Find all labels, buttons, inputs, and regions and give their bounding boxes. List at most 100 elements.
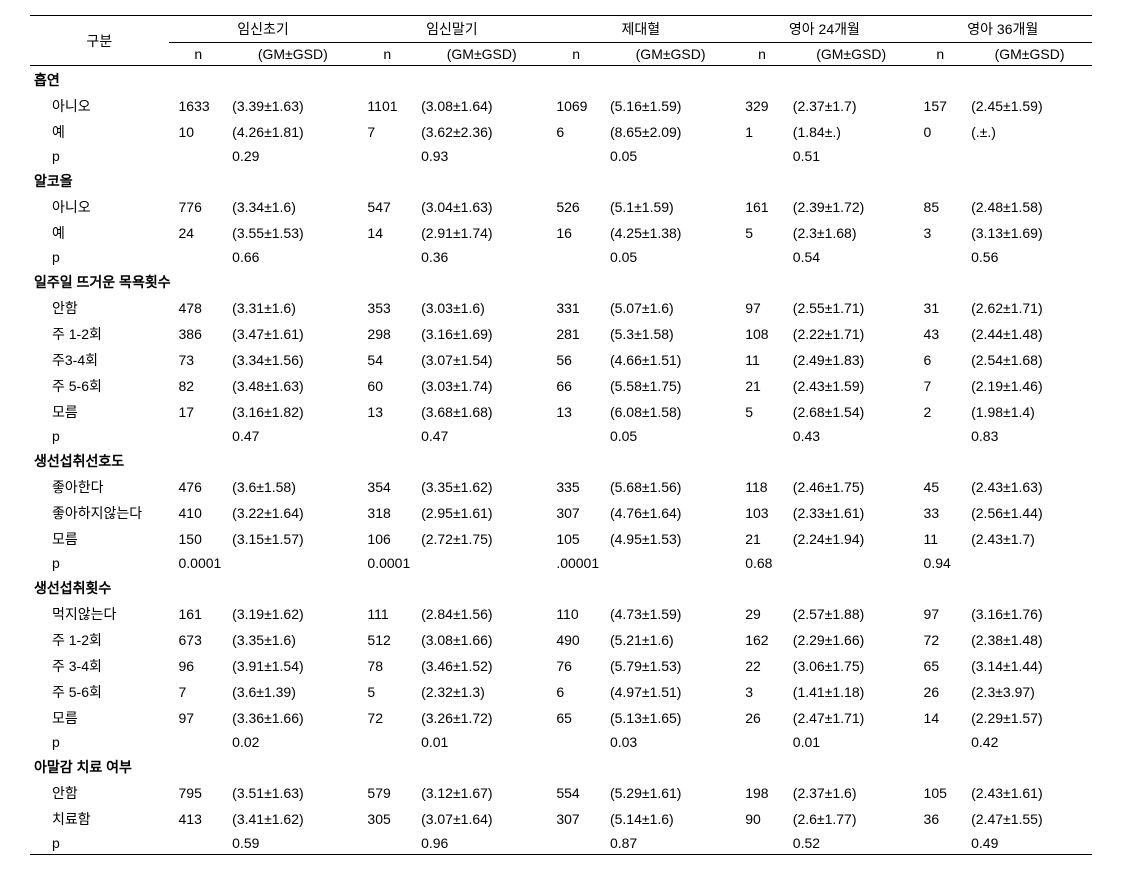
p-value: 0.0001 xyxy=(357,552,417,574)
gm-value: (2.55±1.71) xyxy=(789,295,914,321)
section-header-row: 생선섭취횟수 xyxy=(30,574,1092,601)
gm-value: (2.57±1.88) xyxy=(789,601,914,627)
section-header-row: 생선섭취선호도 xyxy=(30,447,1092,474)
n-value: 161 xyxy=(735,194,789,220)
row-label: 예 xyxy=(30,119,169,145)
empty-cell xyxy=(914,246,968,268)
n-value: 512 xyxy=(357,627,417,653)
row-label: 안함 xyxy=(30,295,169,321)
gm-value: (3.19±1.62) xyxy=(228,601,357,627)
gm-value: (3.08±1.64) xyxy=(417,93,546,119)
n-value: 478 xyxy=(169,295,229,321)
n-value: 329 xyxy=(735,93,789,119)
table-row: 모름97(3.36±1.66)72(3.26±1.72)65(5.13±1.65… xyxy=(30,705,1092,731)
n-value: 82 xyxy=(169,373,229,399)
empty-cell xyxy=(967,552,1092,574)
table-body: 흡연아니오1633(3.39±1.63)1101(3.08±1.64)1069(… xyxy=(30,66,1092,855)
gm-value: (2.45±1.59) xyxy=(967,93,1092,119)
gm-value: (3.26±1.72) xyxy=(417,705,546,731)
gm-value: (3.34±1.56) xyxy=(228,347,357,373)
n-value: 24 xyxy=(169,220,229,246)
p-value: 0.83 xyxy=(967,425,1092,447)
n-value: 72 xyxy=(357,705,417,731)
category-header: 구분 xyxy=(30,16,169,66)
table-row: 아니오776(3.34±1.6)547(3.04±1.63)526(5.1±1.… xyxy=(30,194,1092,220)
gm-value: (3.16±1.69) xyxy=(417,321,546,347)
section-title: 흡연 xyxy=(30,66,1092,94)
n-value: 13 xyxy=(546,399,606,425)
n-value: 17 xyxy=(169,399,229,425)
p-value: 0.49 xyxy=(967,832,1092,855)
n-value: 97 xyxy=(914,601,968,627)
gm-value: (2.6±1.77) xyxy=(789,806,914,832)
p-value: 0.05 xyxy=(606,145,735,167)
gm-value: (3.16±1.76) xyxy=(967,601,1092,627)
gm-value: (4.26±1.81) xyxy=(228,119,357,145)
p-value: 0.47 xyxy=(228,425,357,447)
gm-header: (GM±GSD) xyxy=(789,43,914,66)
empty-cell xyxy=(546,246,606,268)
empty-cell xyxy=(735,425,789,447)
gm-value: (4.25±1.38) xyxy=(606,220,735,246)
n-value: 36 xyxy=(914,806,968,832)
p-value: 0.42 xyxy=(967,731,1092,753)
p-label: p xyxy=(30,731,169,753)
empty-cell xyxy=(357,832,417,855)
section-header-row: 일주일 뜨거운 목욕횟수 xyxy=(30,268,1092,295)
gm-value: (3.6±1.58) xyxy=(228,474,357,500)
n-value: 162 xyxy=(735,627,789,653)
n-value: 410 xyxy=(169,500,229,526)
n-value: 22 xyxy=(735,653,789,679)
n-value: 1 xyxy=(735,119,789,145)
row-label: 안함 xyxy=(30,780,169,806)
n-value: 105 xyxy=(914,780,968,806)
row-label: 먹지않는다 xyxy=(30,601,169,627)
gm-value: (2.49±1.83) xyxy=(789,347,914,373)
p-value: 0.87 xyxy=(606,832,735,855)
p-value: 0.02 xyxy=(228,731,357,753)
n-header: n xyxy=(914,43,968,66)
gm-value: (2.43±1.7) xyxy=(967,526,1092,552)
row-label: 아니오 xyxy=(30,194,169,220)
table-row: 예24(3.55±1.53)14(2.91±1.74)16(4.25±1.38)… xyxy=(30,220,1092,246)
gm-value: (2.47±1.55) xyxy=(967,806,1092,832)
p-value: 0.96 xyxy=(417,832,546,855)
p-label: p xyxy=(30,832,169,855)
n-value: 795 xyxy=(169,780,229,806)
gm-value: (2.3±3.97) xyxy=(967,679,1092,705)
empty-cell xyxy=(169,145,229,167)
n-value: 16 xyxy=(546,220,606,246)
gm-value: (3.06±1.75) xyxy=(789,653,914,679)
n-header: n xyxy=(546,43,606,66)
n-value: 3 xyxy=(735,679,789,705)
empty-cell xyxy=(546,731,606,753)
n-value: 7 xyxy=(914,373,968,399)
n-value: 490 xyxy=(546,627,606,653)
section-title: 일주일 뜨거운 목욕횟수 xyxy=(30,268,1092,295)
n-value: 0 xyxy=(914,119,968,145)
n-value: 386 xyxy=(169,321,229,347)
empty-cell xyxy=(357,425,417,447)
gm-value: (5.13±1.65) xyxy=(606,705,735,731)
gm-value: (3.46±1.52) xyxy=(417,653,546,679)
table-row: 좋아하지않는다410(3.22±1.64)318(2.95±1.61)307(4… xyxy=(30,500,1092,526)
n-value: 150 xyxy=(169,526,229,552)
row-label: 주3-4회 xyxy=(30,347,169,373)
p-row: p0.590.960.870.520.49 xyxy=(30,832,1092,855)
empty-cell xyxy=(357,246,417,268)
n-value: 85 xyxy=(914,194,968,220)
p-row: p0.020.010.030.010.42 xyxy=(30,731,1092,753)
n-value: 33 xyxy=(914,500,968,526)
section-title: 알코올 xyxy=(30,167,1092,194)
p-row: p0.290.930.050.51 xyxy=(30,145,1092,167)
empty-cell xyxy=(169,246,229,268)
p-value: 0.43 xyxy=(789,425,914,447)
gm-value: (5.07±1.6) xyxy=(606,295,735,321)
gm-value: (1.84±.) xyxy=(789,119,914,145)
gm-value: (4.76±1.64) xyxy=(606,500,735,526)
gm-value: (5.79±1.53) xyxy=(606,653,735,679)
n-value: 305 xyxy=(357,806,417,832)
gm-value: (3.04±1.63) xyxy=(417,194,546,220)
n-value: 476 xyxy=(169,474,229,500)
gm-value: (3.62±2.36) xyxy=(417,119,546,145)
